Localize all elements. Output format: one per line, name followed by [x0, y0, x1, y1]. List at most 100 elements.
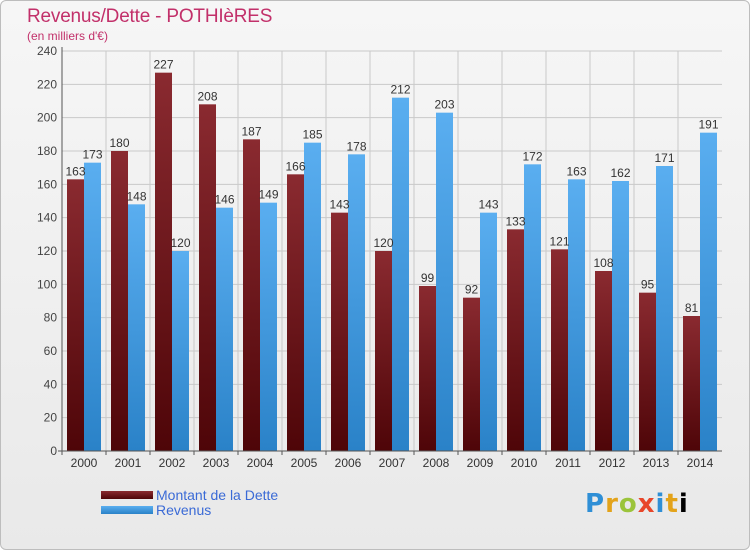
bar-debt	[287, 174, 304, 452]
bar-debt	[551, 249, 568, 451]
bar-debt	[595, 271, 612, 451]
data-label-revenue: 171	[654, 151, 674, 165]
bar-revenue	[216, 207, 233, 451]
x-tick-label: 2006	[335, 456, 362, 470]
legend-label-revenue: Revenus	[156, 501, 212, 518]
x-tick-label: 2014	[687, 456, 714, 470]
data-label-revenue: 178	[346, 139, 366, 153]
bar-debt	[155, 72, 172, 452]
bar-debt	[419, 286, 436, 451]
bar-revenue	[84, 162, 101, 451]
legend-item-debt: Montant de la Dette	[101, 486, 279, 503]
x-tick-label: 2013	[643, 456, 670, 470]
labels: 0 20 40 60 80 100 120 140 160 180 200 220 240 2000 163…	[37, 44, 719, 470]
data-label-debt: 180	[109, 136, 129, 150]
bar-debt	[639, 292, 656, 451]
bar-debt	[111, 151, 128, 451]
y-tick-label: 160	[37, 177, 57, 191]
data-label-revenue: 148	[126, 189, 146, 203]
x-tick-label: 2011	[555, 456, 581, 470]
data-label-debt: 92	[465, 283, 479, 297]
x-tick-label: 2010	[511, 456, 538, 470]
data-label-revenue: 143	[478, 198, 498, 212]
legend-swatch-debt	[101, 490, 153, 499]
x-tick-label: 2007	[379, 456, 406, 470]
bar-revenue	[260, 202, 277, 451]
bar-revenue	[348, 154, 365, 452]
bar-debt	[683, 316, 700, 451]
bar-revenue	[656, 166, 673, 451]
data-label-debt: 166	[285, 159, 305, 173]
bar-revenue	[612, 181, 629, 451]
x-tick-label: 2001	[115, 456, 142, 470]
bar-debt	[375, 251, 392, 451]
bar-revenue	[436, 112, 453, 452]
data-label-debt: 133	[505, 214, 525, 228]
data-label-revenue: 172	[522, 149, 542, 163]
y-tick-label: 220	[37, 77, 57, 91]
data-label-revenue: 212	[390, 83, 410, 97]
bar-debt	[67, 179, 84, 452]
data-label-revenue: 185	[302, 128, 322, 142]
data-label-debt: 121	[549, 234, 569, 248]
y-tick-label: 140	[37, 211, 57, 225]
data-label-debt: 187	[241, 124, 261, 138]
y-tick-label: 100	[37, 277, 57, 291]
y-tick-label: 240	[37, 44, 57, 58]
y-tick-label: 20	[44, 411, 58, 425]
data-label-debt: 120	[373, 236, 393, 250]
y-tick-label: 40	[44, 377, 58, 391]
x-tick-label: 2008	[423, 456, 450, 470]
x-tick-label: 2004	[247, 456, 274, 470]
data-label-revenue: 191	[698, 118, 718, 132]
data-label-debt: 163	[65, 164, 85, 178]
bar-revenue	[304, 142, 321, 451]
y-tick-label: 60	[44, 344, 58, 358]
legend-swatch-revenue	[101, 505, 153, 514]
data-label-revenue: 162	[610, 166, 630, 180]
data-label-revenue: 146	[214, 193, 234, 207]
proxiti-logo: Proxiti	[585, 489, 689, 519]
bars	[67, 72, 717, 452]
bar-revenue	[480, 212, 497, 451]
data-label-debt: 227	[153, 58, 173, 72]
legend: Montant de la Dette Revenus	[101, 486, 279, 518]
x-tick-label: 2005	[291, 456, 318, 470]
data-label-debt: 81	[685, 301, 699, 315]
data-label-revenue: 149	[258, 188, 278, 202]
data-label-debt: 143	[329, 198, 349, 212]
x-tick-label: 2002	[159, 456, 186, 470]
x-tick-label: 2003	[203, 456, 230, 470]
data-label-revenue: 173	[82, 148, 102, 162]
bar-debt	[243, 139, 260, 452]
bar-debt	[199, 104, 216, 451]
x-tick-label: 2000	[71, 456, 98, 470]
chart-subtitle: (en milliers d'€)	[27, 29, 108, 43]
axes	[58, 47, 722, 455]
data-label-debt: 99	[421, 271, 435, 285]
bar-debt	[507, 229, 524, 451]
y-tick-label: 80	[44, 311, 58, 325]
y-tick-label: 200	[37, 111, 57, 125]
bar-revenue	[128, 204, 145, 451]
y-tick-label: 180	[37, 144, 57, 158]
bar-revenue	[172, 251, 189, 451]
chart-title: Revenus/Dette - POTHIèRES	[27, 6, 273, 27]
legend-label-debt: Montant de la Dette	[156, 486, 279, 503]
data-label-revenue: 163	[566, 164, 586, 178]
data-label-debt: 208	[197, 89, 217, 103]
bar-debt	[331, 212, 348, 451]
data-label-revenue: 203	[434, 98, 454, 112]
bar-revenue	[568, 179, 585, 452]
data-label-revenue: 120	[170, 236, 190, 250]
x-tick-label: 2012	[599, 456, 626, 470]
x-tick-label: 2009	[467, 456, 494, 470]
bar-revenue	[524, 164, 541, 452]
legend-item-revenue: Revenus	[101, 501, 278, 518]
y-tick-label: 0	[50, 444, 57, 458]
bar-debt	[463, 297, 480, 451]
data-label-debt: 108	[593, 256, 613, 270]
data-label-debt: 95	[641, 278, 655, 292]
